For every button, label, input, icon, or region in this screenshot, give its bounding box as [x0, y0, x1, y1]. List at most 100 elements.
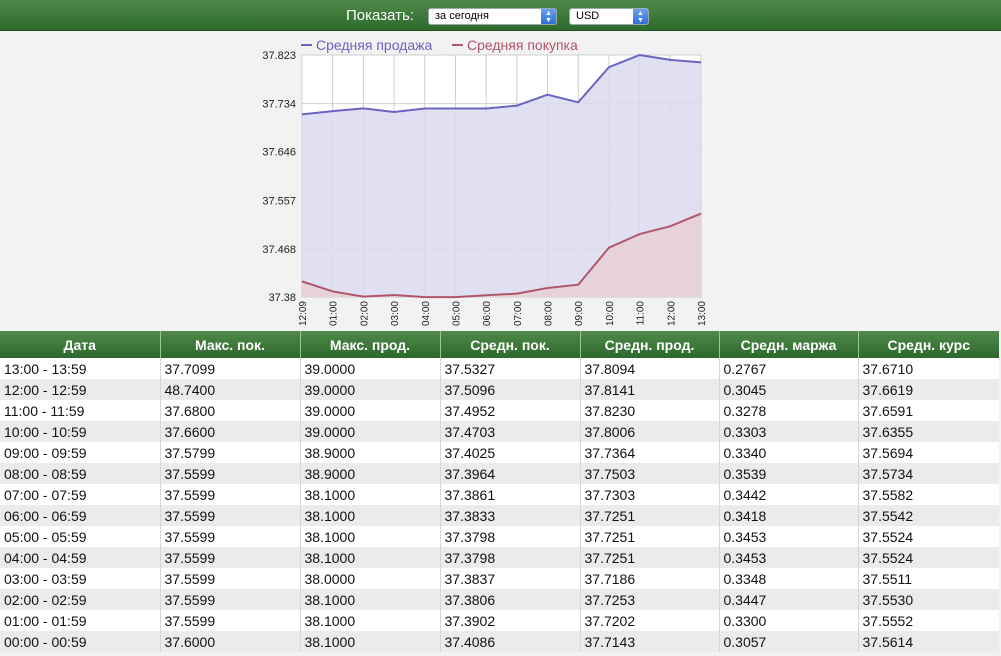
cell-col-avg-sell: 37.7251 — [579, 505, 719, 526]
cell-col-avg-rate: 37.6710 — [857, 358, 999, 379]
table-row: 00:00 - 00:59 37.6000 38.1000 37.4086 37.714… — [0, 631, 999, 652]
rates-table-container: Дата Макс. пок. Макс. прод. Средн. пок. Сред… — [0, 331, 1001, 652]
cell-col-max-buy: 37.5599 — [159, 610, 300, 631]
table-row: 04:00 - 04:59 37.5599 38.1000 37.3798 37.725… — [0, 547, 999, 568]
cell-col-avg-rate: 37.5530 — [857, 589, 999, 610]
cell-col-avg-margin: 0.3442 — [718, 484, 858, 505]
y-tick-label: 37.468 — [262, 244, 296, 256]
cell-col-avg-margin: 0.3057 — [718, 631, 858, 652]
cell-col-avg-sell: 37.8230 — [579, 400, 719, 421]
cell-col-avg-rate: 37.5582 — [857, 484, 999, 505]
legend-label: Средняя покупка — [467, 37, 578, 53]
table-header-row: Дата Макс. пок. Макс. прод. Средн. пок. Сред… — [0, 331, 999, 358]
cell-col-date: 02:00 - 02:59 — [0, 589, 160, 610]
cell-col-date: 00:00 - 00:59 — [0, 631, 160, 652]
cell-col-avg-sell: 37.7503 — [579, 463, 719, 484]
series-line-avg-buy — [301, 212, 702, 299]
x-tick-label: 08:00 — [544, 301, 555, 326]
cell-col-max-buy: 37.5599 — [159, 589, 300, 610]
table-row: 11:00 - 11:59 37.6800 39.0000 37.4952 37.823… — [0, 400, 999, 421]
cell-col-avg-rate: 37.5552 — [857, 610, 999, 631]
cell-col-avg-rate: 37.5524 — [857, 547, 999, 568]
header-col-avg-margin: Средн. маржа — [718, 331, 858, 358]
cell-col-avg-rate: 37.5542 — [857, 505, 999, 526]
cell-col-avg-buy: 37.4703 — [439, 421, 580, 442]
series-line-avg-sell — [301, 53, 702, 116]
cell-col-avg-buy: 37.4086 — [439, 631, 580, 652]
cell-col-avg-rate: 37.5734 — [857, 463, 999, 484]
cell-col-avg-sell: 37.7251 — [579, 526, 719, 547]
table-row: 09:00 - 09:59 37.5799 38.9000 37.4025 37.736… — [0, 442, 999, 463]
cell-col-avg-margin: 0.3340 — [718, 442, 858, 463]
cell-col-avg-sell: 37.7253 — [579, 589, 719, 610]
cell-col-avg-margin: 0.3348 — [718, 568, 858, 589]
x-tick-label: 04:00 — [421, 301, 432, 326]
header-col-avg-rate: Средн. курс — [857, 331, 999, 358]
y-tick-label: 37.823 — [262, 50, 296, 62]
cell-col-avg-rate: 37.5511 — [857, 568, 999, 589]
cell-col-max-sell: 38.1000 — [299, 526, 440, 547]
x-tick-label: 12:09 — [298, 301, 309, 326]
x-tick-label: 05:00 — [451, 301, 462, 326]
table-row: 13:00 - 13:59 37.7099 39.0000 37.5327 37.809… — [0, 358, 999, 379]
cell-col-max-sell: 39.0000 — [299, 421, 440, 442]
cell-col-avg-buy: 37.3798 — [439, 547, 580, 568]
cell-col-max-buy: 37.5799 — [159, 442, 300, 463]
currency-select[interactable]: USD ▲ ▼ — [569, 8, 649, 25]
cell-col-date: 06:00 - 06:59 — [0, 505, 160, 526]
select-arrows-icon: ▲ ▼ — [541, 9, 556, 24]
cell-col-max-sell: 38.1000 — [299, 610, 440, 631]
cell-col-avg-margin: 0.3447 — [718, 589, 858, 610]
cell-col-avg-buy: 37.3806 — [439, 589, 580, 610]
cell-col-avg-buy: 37.4025 — [439, 442, 580, 463]
cell-col-avg-sell: 37.7186 — [579, 568, 719, 589]
cell-col-avg-rate: 37.5614 — [857, 631, 999, 652]
cell-col-avg-sell: 37.8141 — [579, 379, 719, 400]
cell-col-date: 09:00 - 09:59 — [0, 442, 160, 463]
x-tick-label: 13:00 — [697, 301, 708, 326]
cell-col-avg-rate: 37.6591 — [857, 400, 999, 421]
cell-col-avg-margin: 0.3278 — [718, 400, 858, 421]
cell-col-avg-rate: 37.5694 — [857, 442, 999, 463]
cell-col-max-buy: 48.7400 — [159, 379, 300, 400]
cell-col-avg-sell: 37.7143 — [579, 631, 719, 652]
header-col-date: Дата — [0, 331, 160, 358]
cell-col-max-buy: 37.6600 — [159, 421, 300, 442]
x-tick-label: 07:00 — [513, 301, 524, 326]
cell-col-max-sell: 38.9000 — [299, 442, 440, 463]
cell-col-max-sell: 38.1000 — [299, 484, 440, 505]
cell-col-avg-buy: 37.3964 — [439, 463, 580, 484]
cell-col-max-buy: 37.5599 — [159, 463, 300, 484]
cell-col-avg-margin: 0.3300 — [718, 610, 858, 631]
table-row: 03:00 - 03:59 37.5599 38.0000 37.3837 37.718… — [0, 568, 999, 589]
cell-col-avg-rate: 37.6619 — [857, 379, 999, 400]
y-tick-label: 37.734 — [262, 99, 296, 111]
select-arrows-icon: ▲ ▼ — [633, 9, 648, 24]
table-row: 12:00 - 12:59 48.7400 39.0000 37.5096 37.814… — [0, 379, 999, 400]
cell-col-avg-rate: 37.6355 — [857, 421, 999, 442]
cell-col-avg-buy: 37.3837 — [439, 568, 580, 589]
x-tick-label: 02:00 — [359, 301, 370, 326]
cell-col-avg-buy: 37.4952 — [439, 400, 580, 421]
cell-col-avg-margin: 0.2767 — [718, 358, 858, 379]
cell-col-max-buy: 37.5599 — [159, 568, 300, 589]
cell-col-avg-margin: 0.3418 — [718, 505, 858, 526]
cell-col-max-sell: 38.9000 — [299, 463, 440, 484]
rates-table: Дата Макс. пок. Макс. прод. Средн. пок. Сред… — [0, 331, 999, 652]
cell-col-max-sell: 38.0000 — [299, 568, 440, 589]
cell-col-max-buy: 37.6000 — [159, 631, 300, 652]
x-tick-label: 09:00 — [574, 301, 585, 326]
cell-col-max-sell: 38.1000 — [299, 589, 440, 610]
table-row: 07:00 - 07:59 37.5599 38.1000 37.3861 37.730… — [0, 484, 999, 505]
cell-col-max-sell: 39.0000 — [299, 379, 440, 400]
cell-col-date: 05:00 - 05:59 — [0, 526, 160, 547]
cell-col-avg-margin: 0.3453 — [718, 526, 858, 547]
cell-col-avg-rate: 37.5524 — [857, 526, 999, 547]
header-col-max-sell: Макс. прод. — [299, 331, 440, 358]
cell-col-avg-sell: 37.8094 — [579, 358, 719, 379]
table-row: 10:00 - 10:59 37.6600 39.0000 37.4703 37.800… — [0, 421, 999, 442]
cell-col-max-buy: 37.5599 — [159, 505, 300, 526]
series-area-avg-sell — [302, 55, 701, 297]
cell-col-avg-sell: 37.7303 — [579, 484, 719, 505]
period-select[interactable]: за сегодня ▲ ▼ — [428, 8, 557, 25]
